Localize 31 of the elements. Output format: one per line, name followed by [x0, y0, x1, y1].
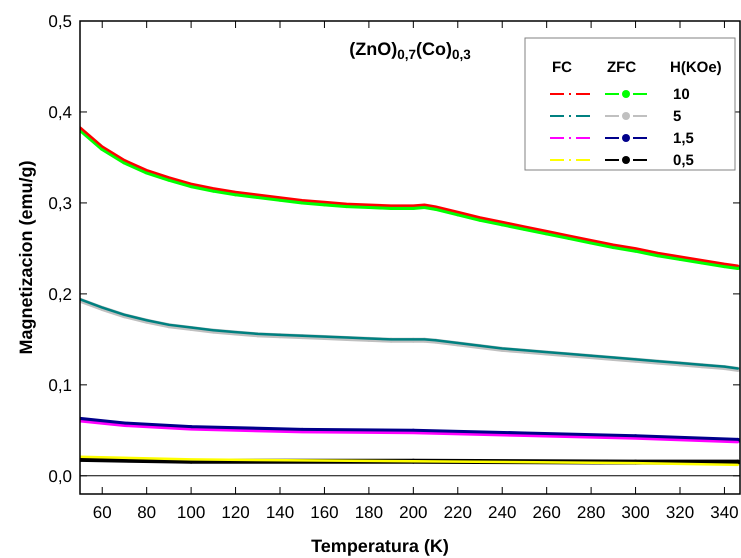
annotation: ZFC [607, 59, 636, 76]
x-tick-label: 120 [221, 503, 250, 522]
x-tick-label: 180 [354, 503, 384, 522]
x-tick-label: 220 [444, 503, 472, 522]
x-tick-label: 200 [399, 503, 428, 522]
y-axis-title: Magnetizacion (emu/g) [16, 160, 36, 355]
legend-label: 0,5 [673, 152, 694, 169]
y-tick-label: 0,2 [48, 284, 72, 304]
legend-title: H(KOe) [670, 59, 722, 76]
y-tick-label: 0,3 [48, 194, 72, 213]
x-axis-title: Temperatura (K) [311, 536, 449, 556]
x-tick-label: 340 [710, 503, 739, 522]
y-tick-label: 0,4 [48, 102, 72, 122]
x-tick-label: 260 [532, 503, 561, 522]
y-tick-label: 0,0 [48, 466, 72, 486]
x-tick-label: 320 [666, 503, 694, 522]
y-tick-label: 0,5 [48, 12, 72, 31]
legend-label: 5 [673, 108, 682, 125]
y-tick-label: 0,1 [48, 376, 72, 395]
x-tick-label: 280 [576, 503, 606, 522]
x-tick-label: 80 [137, 503, 156, 522]
x-tick-label: 60 [92, 503, 112, 522]
x-tick-label: 140 [266, 503, 294, 522]
x-tick-label: 160 [310, 503, 339, 522]
x-tick-label: 100 [176, 503, 206, 522]
legend-label: 10 [673, 86, 690, 103]
annotation: FC [552, 59, 572, 76]
x-tick-label: 300 [621, 503, 650, 522]
legend-label: 1,5 [673, 130, 694, 147]
x-tick-label: 240 [488, 503, 516, 522]
text: (ZnO)$_{0,7}$(Co)$_{0,3}$ [349, 39, 472, 62]
